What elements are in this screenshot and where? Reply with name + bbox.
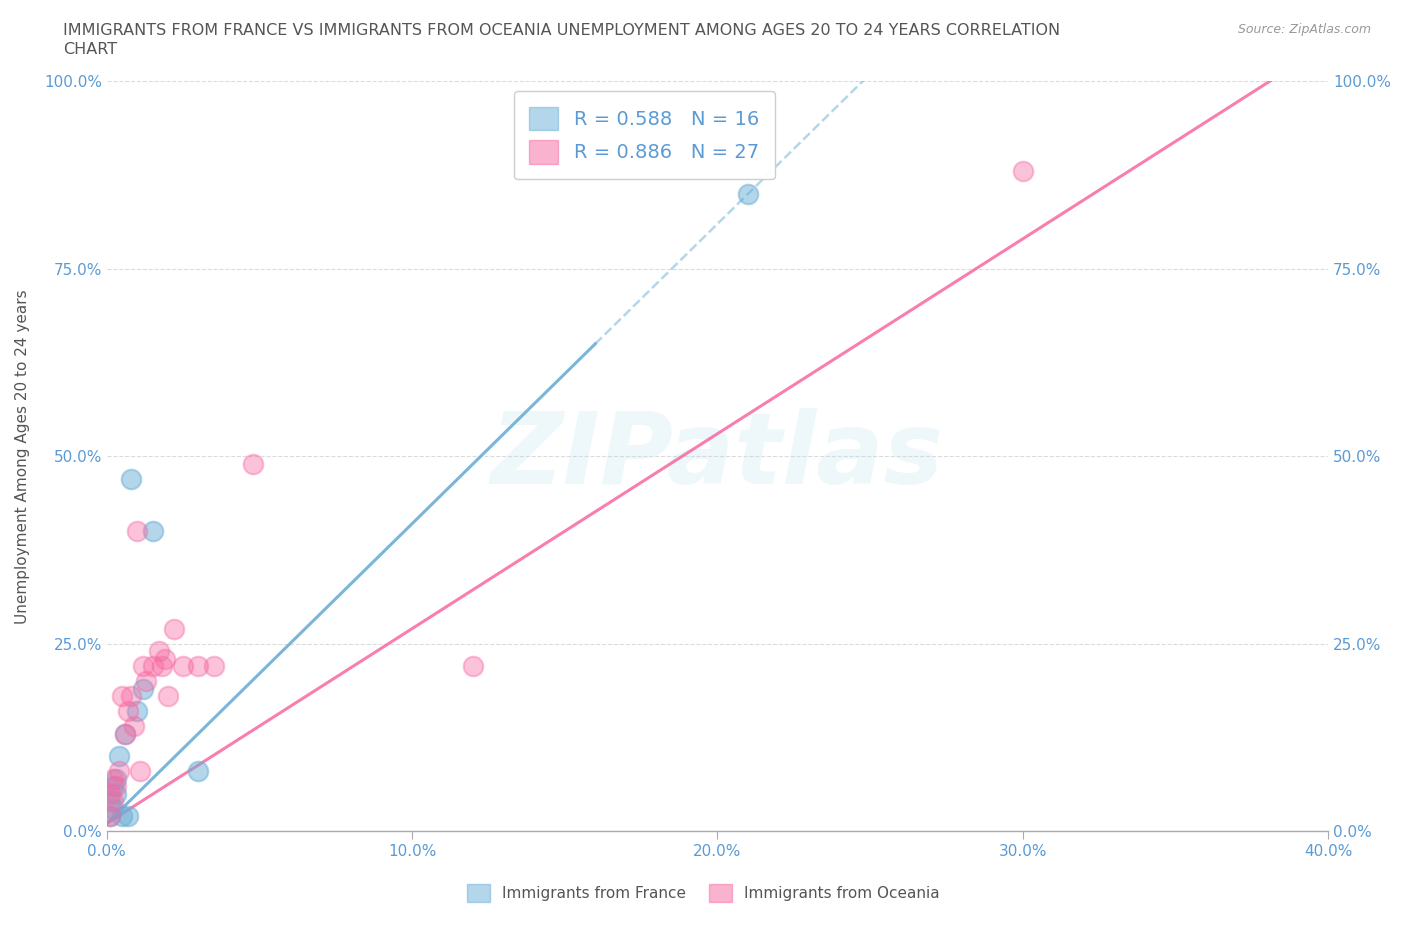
Y-axis label: Unemployment Among Ages 20 to 24 years: Unemployment Among Ages 20 to 24 years bbox=[15, 289, 30, 623]
Point bbox=[98, 808, 121, 823]
Point bbox=[122, 719, 145, 734]
Point bbox=[101, 778, 124, 793]
Text: ZIPatlas: ZIPatlas bbox=[491, 407, 943, 505]
Point bbox=[142, 524, 165, 538]
Point bbox=[98, 786, 121, 801]
Point bbox=[129, 764, 152, 778]
Point bbox=[737, 186, 759, 201]
Point bbox=[463, 658, 485, 673]
Point bbox=[132, 681, 155, 696]
Point bbox=[156, 688, 179, 703]
Legend: Immigrants from France, Immigrants from Oceania: Immigrants from France, Immigrants from … bbox=[461, 878, 945, 909]
Point bbox=[98, 808, 121, 823]
Point bbox=[142, 658, 165, 673]
Point bbox=[187, 658, 209, 673]
Point bbox=[101, 771, 124, 786]
Point bbox=[187, 764, 209, 778]
Point bbox=[148, 644, 170, 658]
Point bbox=[153, 651, 176, 666]
Point bbox=[104, 771, 127, 786]
Point bbox=[104, 786, 127, 801]
Text: IMMIGRANTS FROM FRANCE VS IMMIGRANTS FROM OCEANIA UNEMPLOYMENT AMONG AGES 20 TO : IMMIGRANTS FROM FRANCE VS IMMIGRANTS FRO… bbox=[63, 23, 1060, 38]
Point bbox=[120, 688, 142, 703]
Point bbox=[120, 472, 142, 486]
Point bbox=[1011, 164, 1033, 179]
Point bbox=[108, 764, 131, 778]
Point bbox=[114, 726, 136, 741]
Point bbox=[98, 793, 121, 808]
Point bbox=[114, 726, 136, 741]
Point bbox=[132, 658, 155, 673]
Point bbox=[172, 658, 194, 673]
Point bbox=[111, 688, 134, 703]
Legend: R = 0.588   N = 16, R = 0.886   N = 27: R = 0.588 N = 16, R = 0.886 N = 27 bbox=[513, 91, 775, 179]
Point bbox=[104, 778, 127, 793]
Point bbox=[135, 673, 157, 688]
Point bbox=[111, 808, 134, 823]
Point bbox=[101, 793, 124, 808]
Point bbox=[242, 457, 264, 472]
Point bbox=[127, 704, 149, 719]
Text: CHART: CHART bbox=[63, 42, 117, 57]
Text: Source: ZipAtlas.com: Source: ZipAtlas.com bbox=[1237, 23, 1371, 36]
Point bbox=[163, 621, 186, 636]
Point bbox=[117, 808, 139, 823]
Point bbox=[117, 704, 139, 719]
Point bbox=[150, 658, 173, 673]
Point bbox=[202, 658, 225, 673]
Point bbox=[108, 749, 131, 764]
Point bbox=[101, 801, 124, 816]
Point bbox=[127, 524, 149, 538]
